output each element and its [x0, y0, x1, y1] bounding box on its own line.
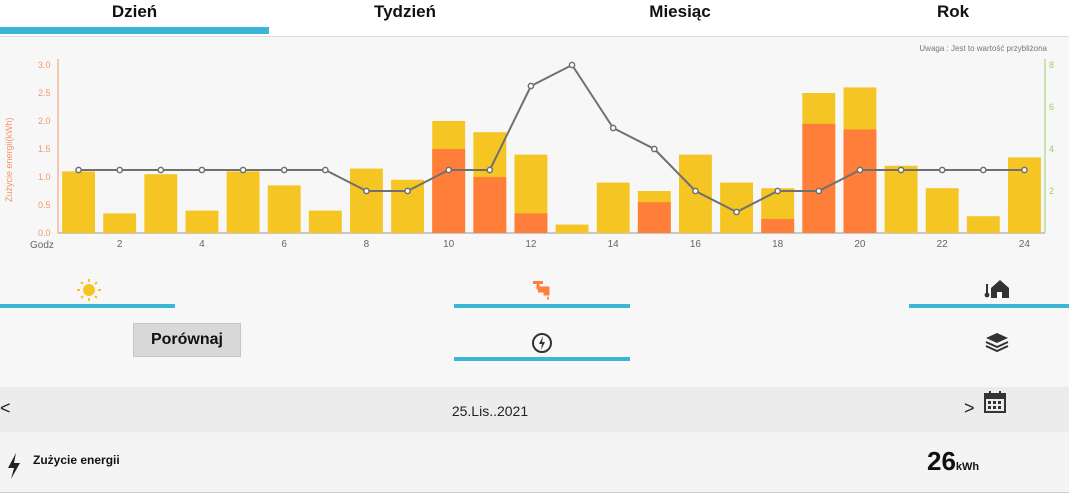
line-point [733, 208, 740, 216]
power-icon[interactable] [527, 331, 557, 359]
x-tick-label: 2 [117, 239, 123, 250]
calendar-icon[interactable] [983, 391, 1007, 417]
line-point [363, 187, 370, 195]
bar-total [720, 182, 754, 233]
faucet-icon[interactable] [527, 278, 557, 306]
y2-tick-label: 2 [1049, 186, 1054, 196]
y-axis-label: Zużycie energii(kWh) [4, 117, 14, 202]
tab-year[interactable]: Rok [936, 2, 970, 21]
approximation-note: Uwaga : Jest to wartość przybliżona [919, 44, 1047, 53]
x-tick-label: 4 [199, 239, 205, 250]
line-point [1021, 166, 1028, 174]
energy-total-unit: kWh [955, 461, 980, 473]
line-point [116, 166, 124, 174]
date-bar [0, 387, 1069, 432]
y2-tick-label: 6 [1049, 102, 1054, 112]
x-tick-label: 8 [364, 239, 370, 250]
line-point [979, 166, 987, 174]
y-tick-label: 2.5 [38, 88, 51, 98]
line-point [198, 166, 206, 174]
x-tick-label: 18 [772, 239, 784, 250]
line-point [486, 166, 494, 174]
home-thermometer-icon[interactable] [982, 278, 1012, 304]
x-tick-label: 10 [443, 239, 455, 250]
y-tick-label: 3.0 [38, 60, 51, 70]
x-tick-label: 14 [608, 239, 620, 250]
line-point [650, 145, 658, 153]
layers-icon[interactable] [982, 331, 1012, 357]
line-point [404, 187, 411, 195]
line-point [321, 166, 329, 174]
line-point [445, 166, 453, 174]
tab-month[interactable]: Miesiąc [649, 2, 711, 21]
energy-consumption-label: Zużycie energii [33, 453, 120, 467]
bar-total [267, 185, 301, 233]
y2-tick-label: 4 [1049, 144, 1054, 154]
energy-total: 26kWh [927, 446, 979, 477]
line-point [75, 166, 82, 174]
line-point [280, 166, 288, 174]
y-tick-label: 0.5 [38, 200, 51, 210]
line-point [568, 61, 576, 69]
line-point [815, 187, 823, 195]
bar-part [843, 129, 877, 233]
line-point [897, 166, 905, 174]
bar-part [473, 177, 507, 233]
x-tick-label: 12 [525, 239, 537, 250]
line-point [938, 166, 946, 174]
bar-total [62, 171, 96, 233]
bar-part [761, 219, 795, 233]
bar-part [802, 123, 836, 233]
home-underline [909, 304, 1069, 308]
bar-total [144, 174, 178, 233]
bar-total [555, 224, 589, 233]
bar-part [514, 213, 548, 233]
tab-week[interactable]: Tydzień [373, 2, 437, 21]
x-tick-label: 16 [690, 239, 702, 250]
bar-total [966, 216, 1000, 233]
series-line [78, 63, 1025, 214]
x-tick-label: 22 [937, 239, 949, 250]
summary-bar [0, 432, 1069, 493]
bar-total [884, 165, 918, 233]
faucet-underline [454, 304, 630, 308]
prev-date-button[interactable]: < [0, 398, 11, 418]
line-point [527, 82, 535, 90]
x-tick-label: 6 [281, 239, 287, 250]
y-tick-label: 0.0 [38, 228, 51, 238]
bar-part [432, 149, 466, 233]
bar-total [925, 188, 959, 233]
y-tick-label: 2.0 [38, 116, 51, 126]
tab-day[interactable]: Dzień [0, 0, 269, 34]
bar-total [596, 182, 630, 233]
y2-tick-label: 8 [1049, 60, 1054, 70]
y-tick-label: 1.0 [38, 172, 51, 182]
line-point [774, 187, 782, 195]
lightning-icon [4, 452, 24, 484]
sun-icon[interactable] [74, 278, 104, 306]
power-underline [454, 357, 630, 361]
line-point [692, 187, 699, 195]
bar-total [308, 210, 342, 233]
energy-total-value: 26 [927, 446, 956, 476]
next-date-button[interactable]: > [964, 398, 975, 418]
bar-total [185, 210, 219, 233]
y-tick-label: 1.5 [38, 144, 51, 154]
current-date: 25.Lis..2021 [451, 403, 529, 419]
x-tick-label: 24 [1019, 239, 1031, 250]
period-tabs: Dzień Tydzień Miesiąc Rok [0, 0, 1069, 37]
line-point [609, 124, 617, 132]
line-point [239, 166, 247, 174]
bar-total [349, 168, 383, 233]
sun-underline [0, 304, 175, 308]
x-axis-label: Godz [30, 240, 54, 251]
bar-part [637, 202, 671, 233]
line-point [157, 166, 165, 174]
bar-total [226, 171, 260, 233]
x-tick-label: 20 [854, 239, 866, 250]
bar-total [103, 213, 137, 233]
line-point [856, 166, 864, 174]
compare-button[interactable]: Porównaj [133, 323, 241, 357]
